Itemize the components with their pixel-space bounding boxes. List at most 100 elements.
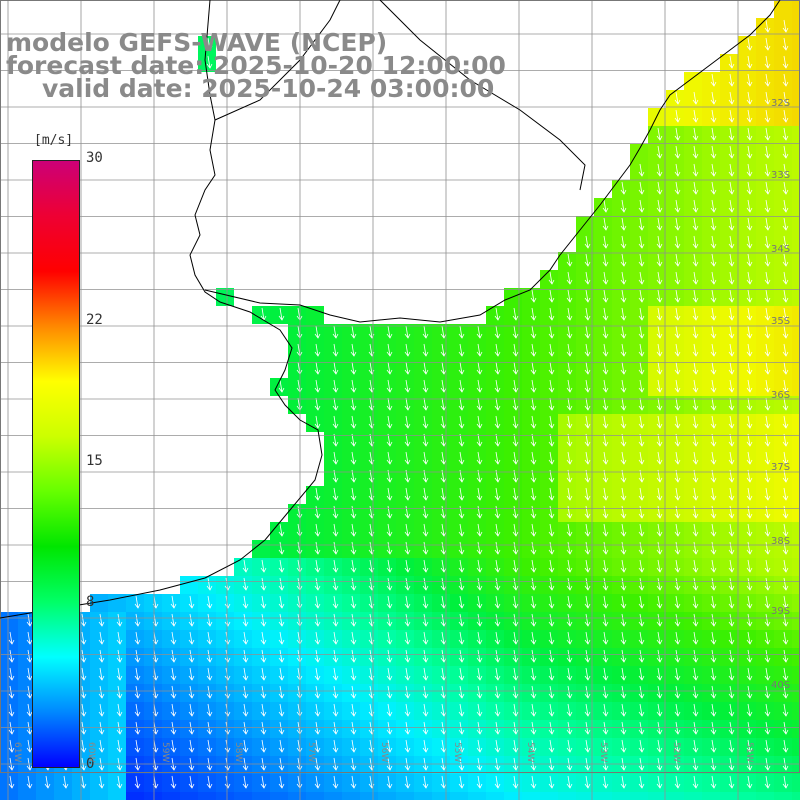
field-cell — [252, 432, 271, 451]
field-cell — [270, 432, 289, 451]
field-cell — [126, 72, 145, 91]
field-cell — [144, 252, 163, 271]
wind-vector-arrows — [8, 19, 789, 789]
field-cell — [288, 0, 307, 19]
field-cell — [630, 432, 649, 451]
wind-arrow — [530, 739, 537, 753]
field-cell — [342, 432, 361, 451]
wind-arrow — [512, 307, 519, 321]
field-cell — [630, 162, 649, 181]
field-cell — [522, 0, 541, 19]
wind-arrow — [602, 271, 609, 285]
wind-arrow — [404, 487, 411, 501]
wind-arrow — [728, 109, 735, 123]
field-cell — [792, 540, 800, 559]
wind-arrow — [422, 451, 429, 465]
field-cell — [90, 0, 109, 19]
field-cell — [0, 72, 19, 91]
field-cell — [36, 0, 55, 19]
wind-arrow — [440, 343, 447, 357]
field-cell — [540, 594, 559, 613]
field-cell — [360, 792, 379, 800]
field-cell — [792, 378, 800, 397]
wind-arrow — [386, 631, 393, 645]
field-cell — [270, 540, 289, 559]
field-cell — [612, 612, 631, 631]
field-cell — [54, 72, 73, 91]
field-cell — [0, 342, 19, 361]
field-cell — [558, 738, 577, 757]
field-cell — [432, 324, 451, 343]
field-cell — [774, 234, 793, 253]
field-cell — [108, 270, 127, 289]
field-cell — [504, 468, 523, 487]
field-cell — [18, 630, 37, 649]
field-cell — [630, 324, 649, 343]
field-cell — [612, 792, 631, 800]
field-cell — [540, 630, 559, 649]
field-cell — [54, 54, 73, 73]
field-cell — [468, 612, 487, 631]
wind-arrow — [746, 703, 753, 717]
field-cell — [522, 90, 541, 109]
field-cell — [216, 504, 235, 523]
field-cell — [558, 306, 577, 325]
field-cell — [324, 450, 343, 469]
wind-arrow — [404, 343, 411, 357]
wind-arrow — [764, 703, 771, 717]
field-cell — [738, 396, 757, 415]
field-cell — [594, 288, 613, 307]
field-cell — [396, 378, 415, 397]
field-cell — [558, 360, 577, 379]
wind-arrow — [494, 361, 501, 375]
field-cell — [774, 414, 793, 433]
field-cell — [252, 306, 271, 325]
wind-arrow — [386, 433, 393, 447]
field-cell — [360, 558, 379, 577]
wind-arrow — [404, 649, 411, 663]
wind-arrow — [170, 649, 177, 663]
field-cell — [324, 198, 343, 217]
wind-arrow — [440, 685, 447, 699]
wind-arrow — [386, 379, 393, 393]
field-cell — [90, 414, 109, 433]
wind-arrow — [116, 739, 123, 753]
field-cell — [702, 630, 721, 649]
longitude-label: 55W — [452, 742, 462, 763]
field-cell — [252, 684, 271, 703]
wind-arrow — [548, 775, 555, 789]
field-cell — [450, 180, 469, 199]
field-cell — [360, 702, 379, 721]
longitude-label: 54W — [525, 742, 535, 763]
field-cell — [342, 216, 361, 235]
field-cell — [0, 90, 19, 109]
field-cell — [126, 342, 145, 361]
wind-arrow — [728, 127, 735, 141]
field-cell — [144, 738, 163, 757]
field-cell — [684, 612, 703, 631]
field-cell — [594, 738, 613, 757]
field-cell — [468, 126, 487, 145]
wind-arrow — [548, 739, 555, 753]
field-cell — [702, 108, 721, 127]
wind-arrow — [782, 379, 789, 393]
field-cell — [702, 252, 721, 271]
field-cell — [216, 774, 235, 793]
field-cell — [54, 90, 73, 109]
field-cell — [180, 72, 199, 91]
wind-arrow — [746, 307, 753, 321]
wind-arrow — [476, 505, 483, 519]
field-cell — [792, 612, 800, 631]
wind-arrow — [620, 559, 627, 573]
field-cell — [432, 216, 451, 235]
field-cell — [468, 468, 487, 487]
field-cell — [558, 522, 577, 541]
field-cell — [378, 702, 397, 721]
wind-arrow — [782, 109, 789, 123]
wind-arrow — [98, 685, 105, 699]
field-cell — [684, 702, 703, 721]
wind-arrow — [656, 163, 663, 177]
field-cell — [324, 378, 343, 397]
wind-arrow — [332, 631, 339, 645]
wind-arrow — [602, 649, 609, 663]
